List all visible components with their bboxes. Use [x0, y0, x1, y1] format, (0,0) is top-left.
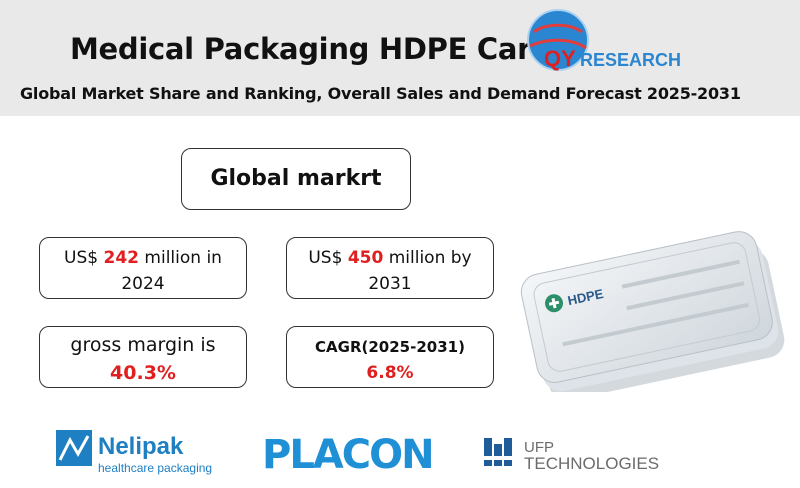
- svg-text:QY: QY: [544, 46, 576, 71]
- placon-logo: PLACON: [262, 432, 435, 474]
- header-band: Medical Packaging HDPE Cards Global Mark…: [0, 0, 800, 116]
- svg-text:RESEARCH: RESEARCH: [580, 50, 681, 70]
- nelipak-name: Nelipak: [98, 433, 184, 460]
- qyresearch-logo: QY RESEARCH: [527, 9, 681, 71]
- market-size-2024-box: US$ 242 million in 2024: [39, 237, 247, 299]
- stat-2031-suffix: million by: [383, 248, 472, 268]
- ufp-line2: TECHNOLOGIES: [524, 454, 659, 472]
- nelipak-tagline: healthcare packaging: [98, 461, 212, 475]
- gross-margin-label: gross margin is: [70, 334, 216, 356]
- stat-2024-year: 2024: [121, 274, 165, 294]
- global-market-box: Global markrt: [181, 148, 411, 210]
- card-brand-text: HDPE: [566, 286, 605, 308]
- market-size-2031-box: US$ 450 million by 2031: [286, 237, 494, 299]
- stat-2031-year: 2031: [368, 274, 412, 294]
- stat-2031-prefix: US$: [308, 248, 348, 268]
- nelipak-logo: Nelipak healthcare packaging: [56, 430, 212, 475]
- cagr-box: CAGR(2025-2031) 6.8%: [286, 326, 494, 388]
- cagr-value: 6.8%: [366, 363, 414, 383]
- cagr-label: CAGR(2025-2031): [315, 338, 465, 356]
- gross-margin-value: 40.3%: [110, 362, 176, 384]
- page-title: Medical Packaging HDPE Cards: [70, 32, 569, 66]
- gross-margin-box: gross margin is 40.3%: [39, 326, 247, 388]
- hdpe-card-product-image: HDPE: [520, 231, 785, 392]
- stat-2031-value: 450: [347, 248, 384, 268]
- ufp-technologies-logo: UFP TECHNOLOGIES: [484, 438, 659, 472]
- ufp-line1: UFP: [524, 439, 554, 456]
- placon-name: PLACON: [262, 432, 433, 474]
- page-subtitle: Global Market Share and Ranking, Overall…: [20, 84, 741, 103]
- stat-2024-value: 242: [103, 248, 140, 268]
- stat-2024-prefix: US$: [64, 248, 104, 268]
- stat-2024-suffix: million in: [139, 248, 222, 268]
